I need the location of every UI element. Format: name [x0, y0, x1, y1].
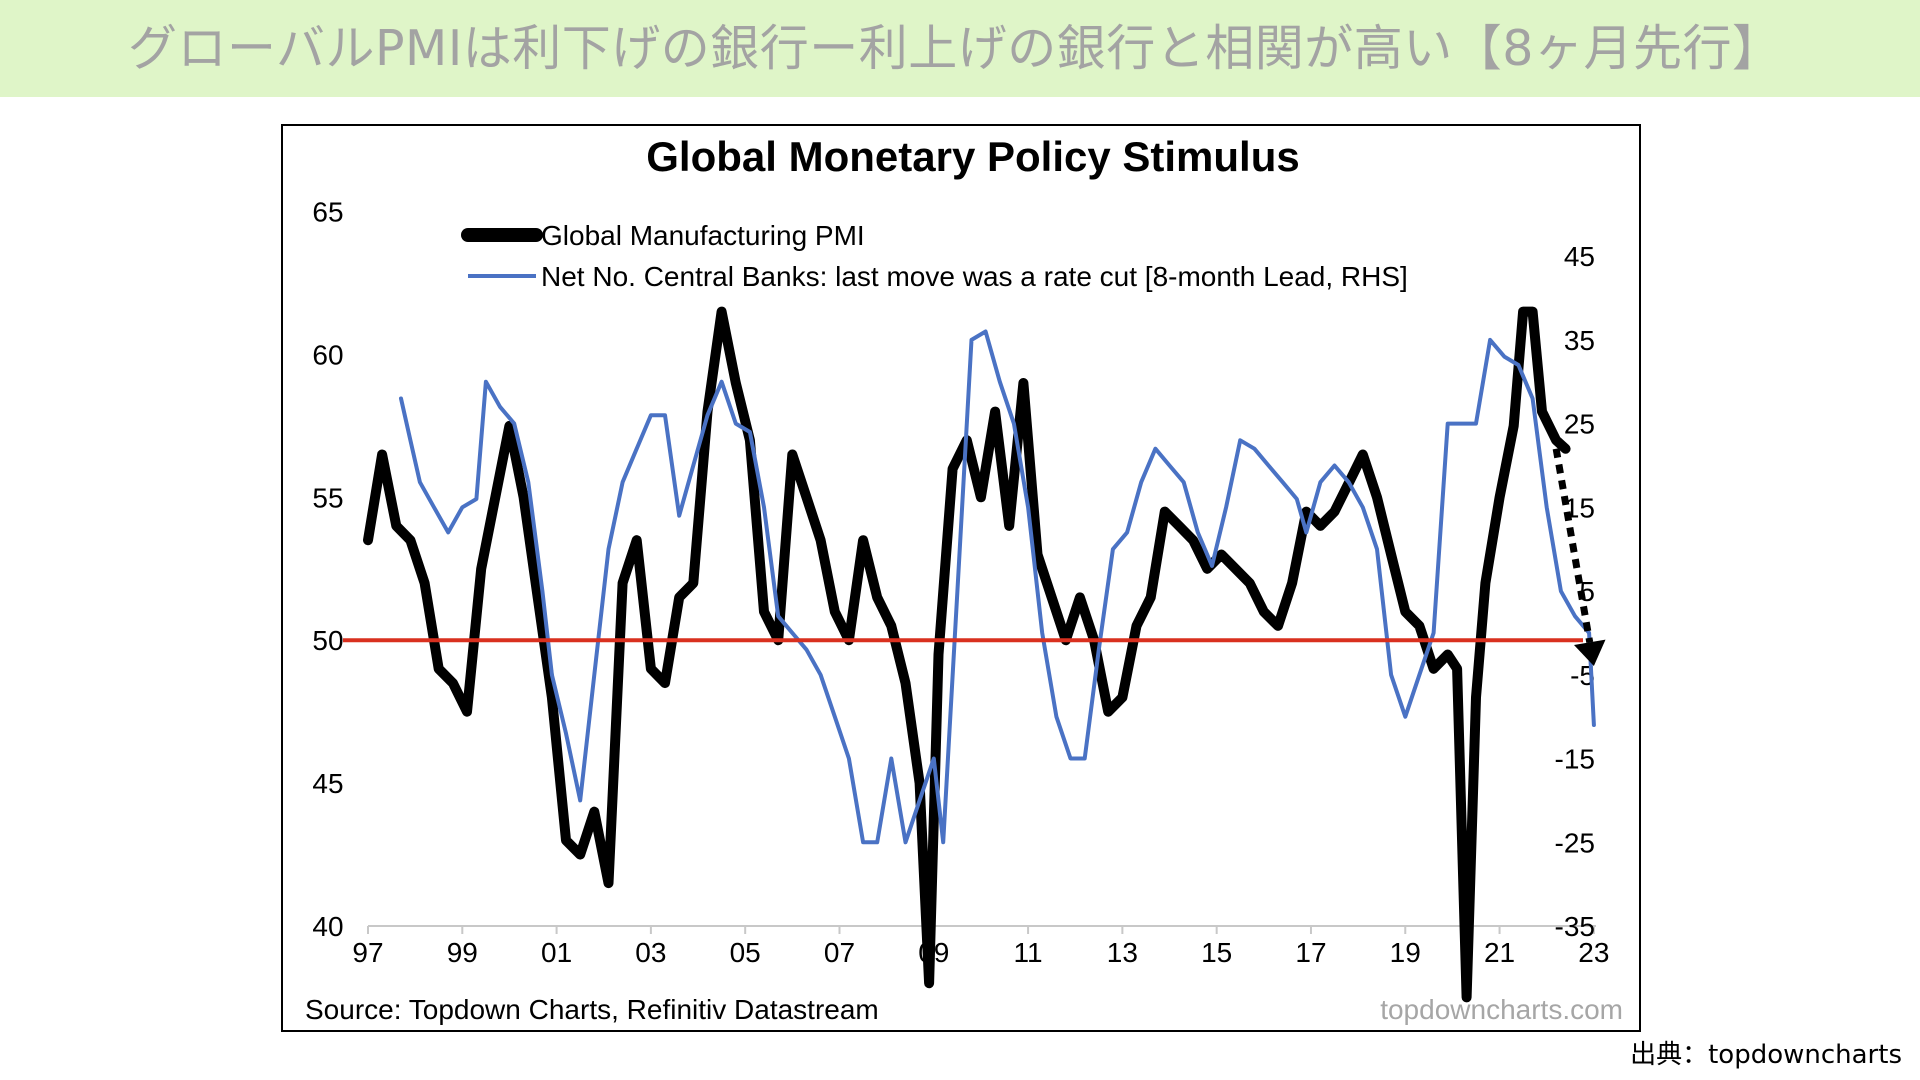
x-tick-label: 01 — [541, 937, 572, 968]
chart-legend: Global Manufacturing PMI Net No. Central… — [461, 220, 1408, 292]
y-left-tick-label: 55 — [312, 482, 343, 513]
annotation-arrow-head — [1573, 639, 1606, 666]
y-right-tick-label: 25 — [1564, 409, 1595, 440]
x-tick-label: 03 — [635, 937, 666, 968]
x-tick-label: 11 — [1014, 937, 1043, 968]
source-credit: 出典：topdowncharts — [1630, 1040, 1902, 1070]
y-left-tick-label: 65 — [312, 197, 343, 228]
y-right-tick-label: -35 — [1555, 911, 1595, 942]
x-tick-label: 21 — [1484, 937, 1515, 968]
x-tick-label: 97 — [352, 937, 383, 968]
y-left-tick-label: 60 — [312, 339, 343, 370]
y-left-tick-label: 45 — [312, 768, 343, 799]
y-right-tick-label: -25 — [1555, 827, 1595, 858]
chart-title: Global Monetary Policy Stimulus — [646, 133, 1299, 180]
legend-label-pmi: Global Manufacturing PMI — [541, 220, 865, 251]
chart-svg: Global Monetary Policy Stimulus Global M… — [305, 133, 1623, 1025]
x-tick-label: 07 — [824, 937, 855, 968]
series-line-banks — [399, 329, 1596, 845]
legend-label-banks: Net No. Central Banks: last move was a r… — [541, 261, 1408, 292]
title-banner: グローバルPMIは利下げの銀行ー利上げの銀行と相関が高い【8ヶ月先行】 — [0, 0, 1920, 97]
chart-source: Source: Topdown Charts, Refinitiv Datast… — [305, 994, 879, 1025]
chart-watermark: topdowncharts.com — [1380, 994, 1623, 1025]
y-right-tick-label: -15 — [1555, 744, 1595, 775]
x-tick-label: 23 — [1578, 937, 1609, 968]
annotation-arrow-shaft — [1552, 448, 1594, 643]
x-tick-label: 17 — [1295, 937, 1326, 968]
plot-area: 97 99 01 03 05 07 09 11 13 15 17 19 21 23656055504540… — [312, 197, 1609, 1003]
x-tick-label: 99 — [447, 937, 478, 968]
x-tick-label: 13 — [1107, 937, 1138, 968]
y-right-tick-label: 35 — [1564, 325, 1595, 356]
y-left-tick-label: 40 — [312, 911, 343, 942]
y-right-tick-label: 45 — [1564, 241, 1595, 272]
chart-frame: Global Monetary Policy Stimulus Global M… — [281, 124, 1641, 1032]
page-title: グローバルPMIは利下げの銀行ー利上げの銀行と相関が高い【8ヶ月先行】 — [128, 20, 1782, 77]
y-left-tick-label: 50 — [312, 625, 343, 656]
x-tick-label: 19 — [1390, 937, 1421, 968]
x-tick-label: 05 — [730, 937, 761, 968]
x-tick-label: 15 — [1201, 937, 1232, 968]
series-line-pmi — [363, 306, 1571, 1003]
